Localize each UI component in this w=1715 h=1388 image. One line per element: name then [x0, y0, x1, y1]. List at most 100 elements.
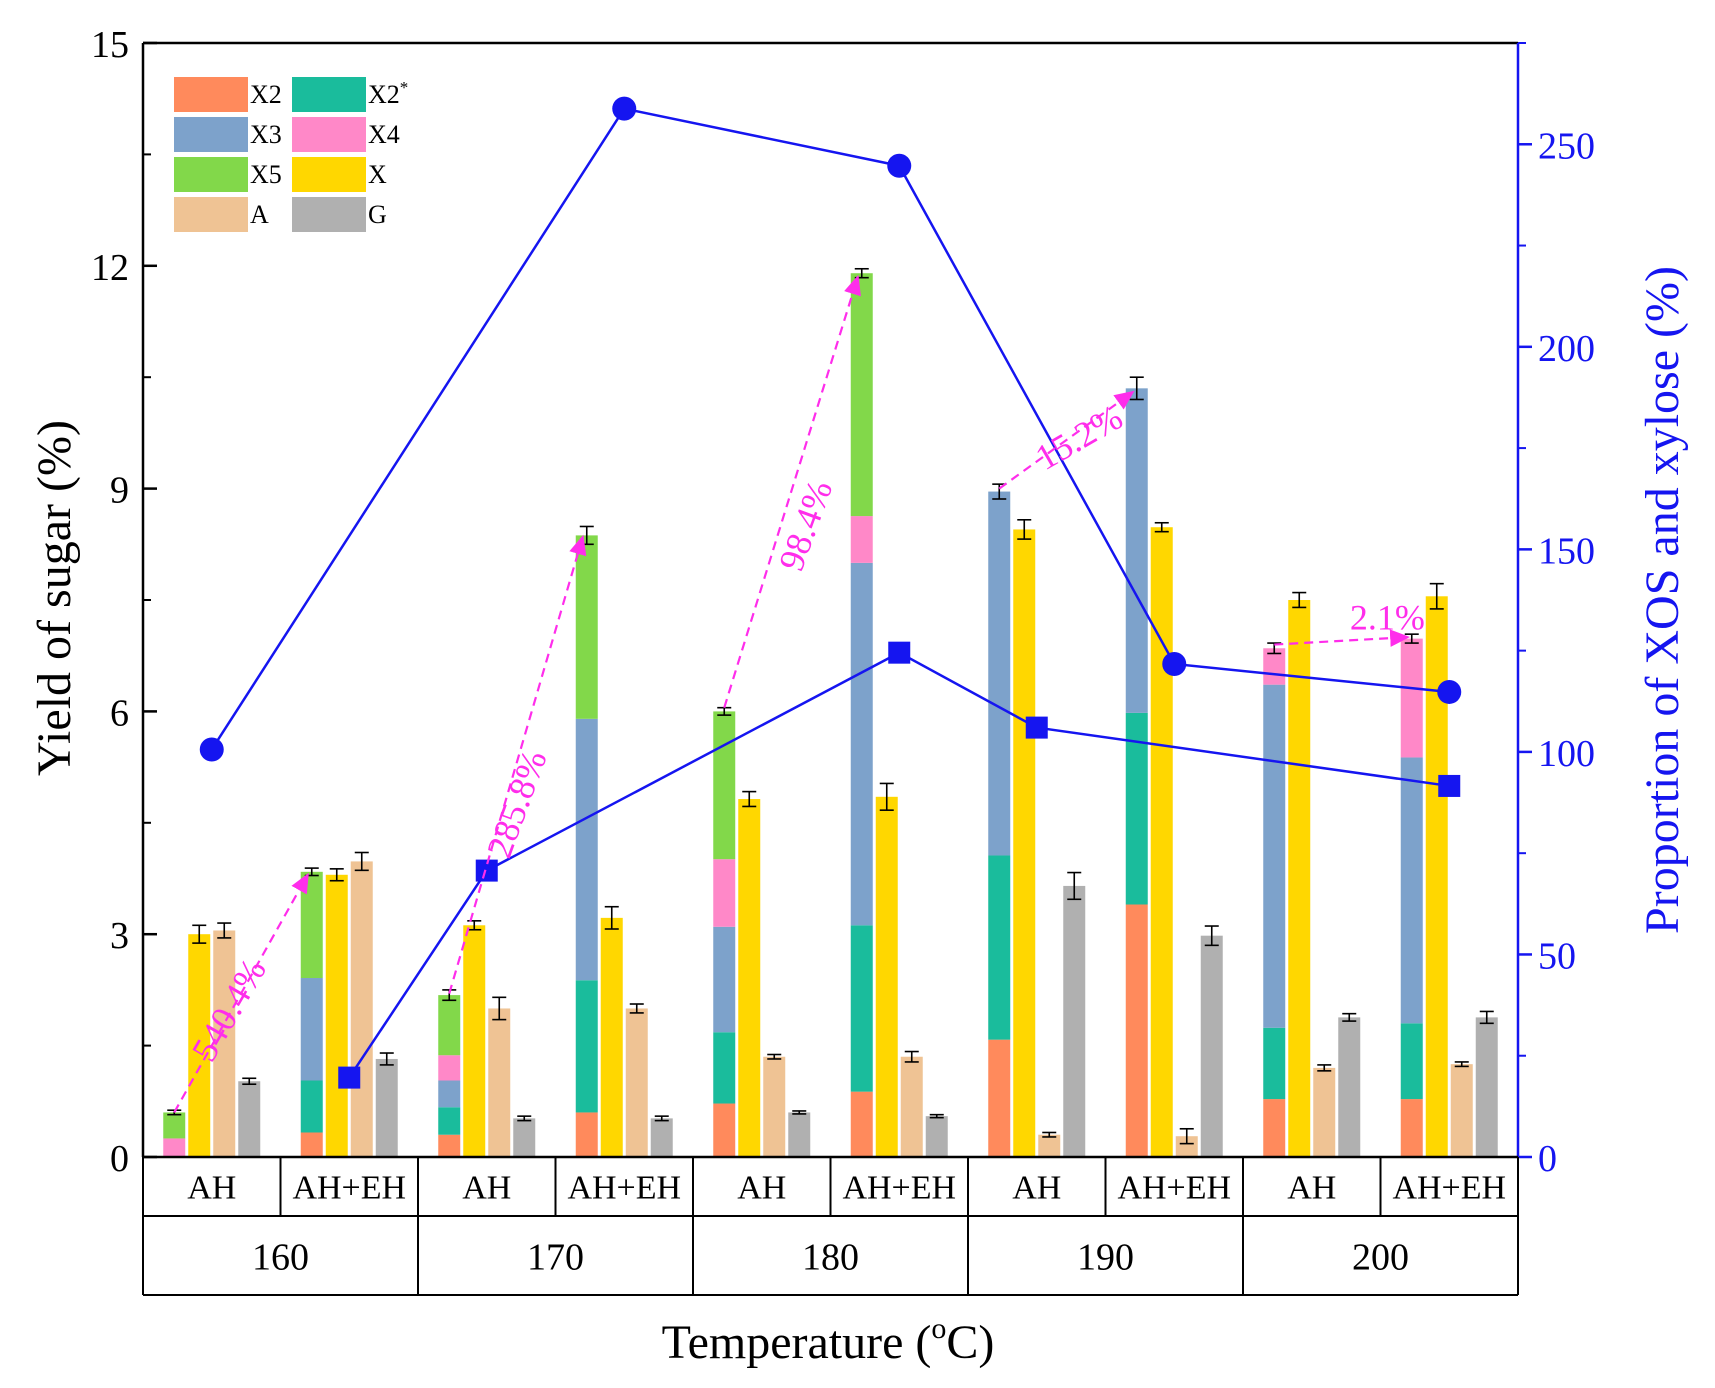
y-tick-label-0: 0 [110, 1138, 129, 1180]
circle-line-point-1 [612, 96, 637, 121]
bar-G-group-6 [1063, 885, 1086, 1157]
errorbars-layer [167, 267, 1494, 1145]
legend-swatch-X2 [174, 77, 248, 112]
method-label-8: AH [1287, 1170, 1336, 1207]
bar-X2s-group-6 [988, 855, 1011, 1040]
y-tick-label-3: 9 [110, 470, 129, 512]
bar-X-group-1 [325, 874, 348, 1157]
legend-layer: X2 X2* X3 X4 X5 X A G [174, 77, 408, 232]
bar-G-group-1 [375, 1058, 398, 1157]
method-label-3: AH+EH [567, 1170, 681, 1207]
x-axis-label-sup: o [931, 1312, 946, 1345]
y2-tick-label-2: 100 [1538, 733, 1595, 775]
bar-X2-group-6 [988, 1039, 1011, 1157]
legend-label-X4: X4 [368, 120, 400, 149]
y-tick-label-4: 12 [91, 247, 129, 289]
bar-X-group-4 [738, 799, 761, 1157]
bar-G-group-2 [513, 1118, 536, 1157]
bar-X3-group-6 [988, 491, 1011, 856]
legend-label-X5: X5 [250, 160, 282, 189]
bar-X5-group-0 [163, 1112, 186, 1139]
bar-X4-group-4 [713, 859, 736, 927]
annotation-label-3: 15.2% [1029, 397, 1130, 478]
bar-X-group-6 [1013, 529, 1036, 1157]
bar-X-group-0 [188, 934, 211, 1157]
bar-G-group-7 [1200, 935, 1223, 1157]
method-label-5: AH+EH [842, 1170, 956, 1207]
legend-label-X: X [368, 160, 387, 189]
method-label-1: AH+EH [292, 1170, 406, 1207]
annotation-arrow-2 [723, 274, 861, 709]
temperature-label-2: 180 [802, 1237, 859, 1279]
bar-X3-group-5 [850, 562, 873, 926]
y2-tick-label-0: 0 [1538, 1138, 1557, 1180]
legend-swatch-X3 [174, 117, 248, 152]
bar-X-group-2 [463, 925, 486, 1157]
temperature-label-1: 170 [527, 1237, 584, 1279]
y2-axis-label: Proportion of XOS and xylose (%) [1636, 266, 1689, 934]
bar-X2s-group-9 [1400, 1023, 1423, 1100]
bar-A-group-2 [488, 1008, 511, 1157]
legend-swatch-X5 [174, 157, 248, 192]
bar-A-group-3 [625, 1008, 648, 1157]
bar-X2-group-2 [438, 1134, 461, 1157]
bar-A-group-1 [350, 861, 373, 1157]
y2-tick-label-3: 150 [1538, 530, 1595, 572]
square-line-point-0 [338, 1066, 361, 1089]
method-label-4: AH [737, 1170, 786, 1207]
x-axis-label: Temperature (oC) [662, 1312, 995, 1369]
method-label-0: AH [187, 1170, 236, 1207]
annotation-arrow-3 [998, 390, 1135, 490]
bar-X2-group-1 [300, 1132, 323, 1157]
bars-layer [163, 273, 1498, 1157]
bar-X2-group-4 [713, 1103, 736, 1157]
bar-G-group-4 [788, 1112, 811, 1157]
bar-X5-group-4 [713, 711, 736, 860]
y2-tick-label-5: 250 [1538, 125, 1595, 167]
bar-A-group-5 [900, 1056, 923, 1157]
bar-G-group-0 [238, 1081, 261, 1157]
square-line-point-2 [888, 641, 911, 664]
square-line-point-1 [475, 859, 498, 882]
bar-X-group-5 [875, 796, 898, 1157]
bar-A-group-6 [1038, 1134, 1061, 1157]
legend-swatch-G [292, 197, 366, 232]
y-tick-label-1: 3 [110, 915, 129, 957]
annotation-label-2: 98.4% [771, 475, 840, 576]
x-axis-label-main: Temperature ( [662, 1316, 932, 1369]
lines-layer [199, 96, 1462, 1089]
bar-X2-group-9 [1400, 1099, 1423, 1157]
bar-X5-group-2 [438, 995, 461, 1056]
method-label-6: AH [1012, 1170, 1061, 1207]
bar-A-group-8 [1313, 1067, 1336, 1157]
temperature-label-4: 200 [1352, 1237, 1409, 1279]
legend-swatch-X2s [292, 77, 366, 112]
annotation-label-1: 285.8% [479, 745, 555, 863]
y2-tick-label-4: 200 [1538, 328, 1595, 370]
method-label-7: AH+EH [1117, 1170, 1231, 1207]
bar-X2s-group-2 [438, 1107, 461, 1135]
bar-A-group-9 [1450, 1064, 1473, 1157]
bar-X3-group-3 [575, 718, 598, 981]
y2-tick-label-1: 50 [1538, 935, 1576, 977]
bar-X3-group-7 [1125, 388, 1148, 713]
circle-line-point-2 [887, 153, 912, 178]
circle-line-point-0 [199, 737, 224, 762]
bar-X-group-7 [1150, 527, 1173, 1157]
bar-A-group-4 [763, 1056, 786, 1157]
square-line-point-4 [1438, 774, 1461, 797]
y-tick-label-2: 6 [110, 692, 129, 734]
bar-X3-group-2 [438, 1080, 461, 1108]
method-label-9: AH+EH [1392, 1170, 1506, 1207]
bar-X3-group-4 [713, 926, 736, 1033]
bar-X2s-group-8 [1263, 1027, 1286, 1100]
bar-X4-group-0 [163, 1138, 186, 1157]
bar-X2s-group-5 [850, 925, 873, 1092]
bar-X3-group-1 [300, 978, 323, 1081]
bar-X2s-group-3 [575, 980, 598, 1113]
x-axis-label-end: C) [946, 1316, 994, 1369]
legend-label-G: G [368, 200, 387, 229]
y-tick-label-5: 15 [91, 24, 129, 66]
temperature-label-3: 190 [1077, 1237, 1134, 1279]
